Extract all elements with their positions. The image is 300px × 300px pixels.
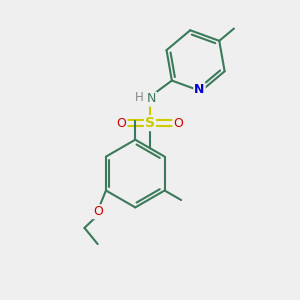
Text: N: N [147,92,156,106]
Text: O: O [116,117,126,130]
Text: H: H [135,91,144,104]
Text: N: N [194,83,205,96]
Text: O: O [174,117,183,130]
Text: S: S [145,116,155,130]
Text: O: O [93,205,103,218]
